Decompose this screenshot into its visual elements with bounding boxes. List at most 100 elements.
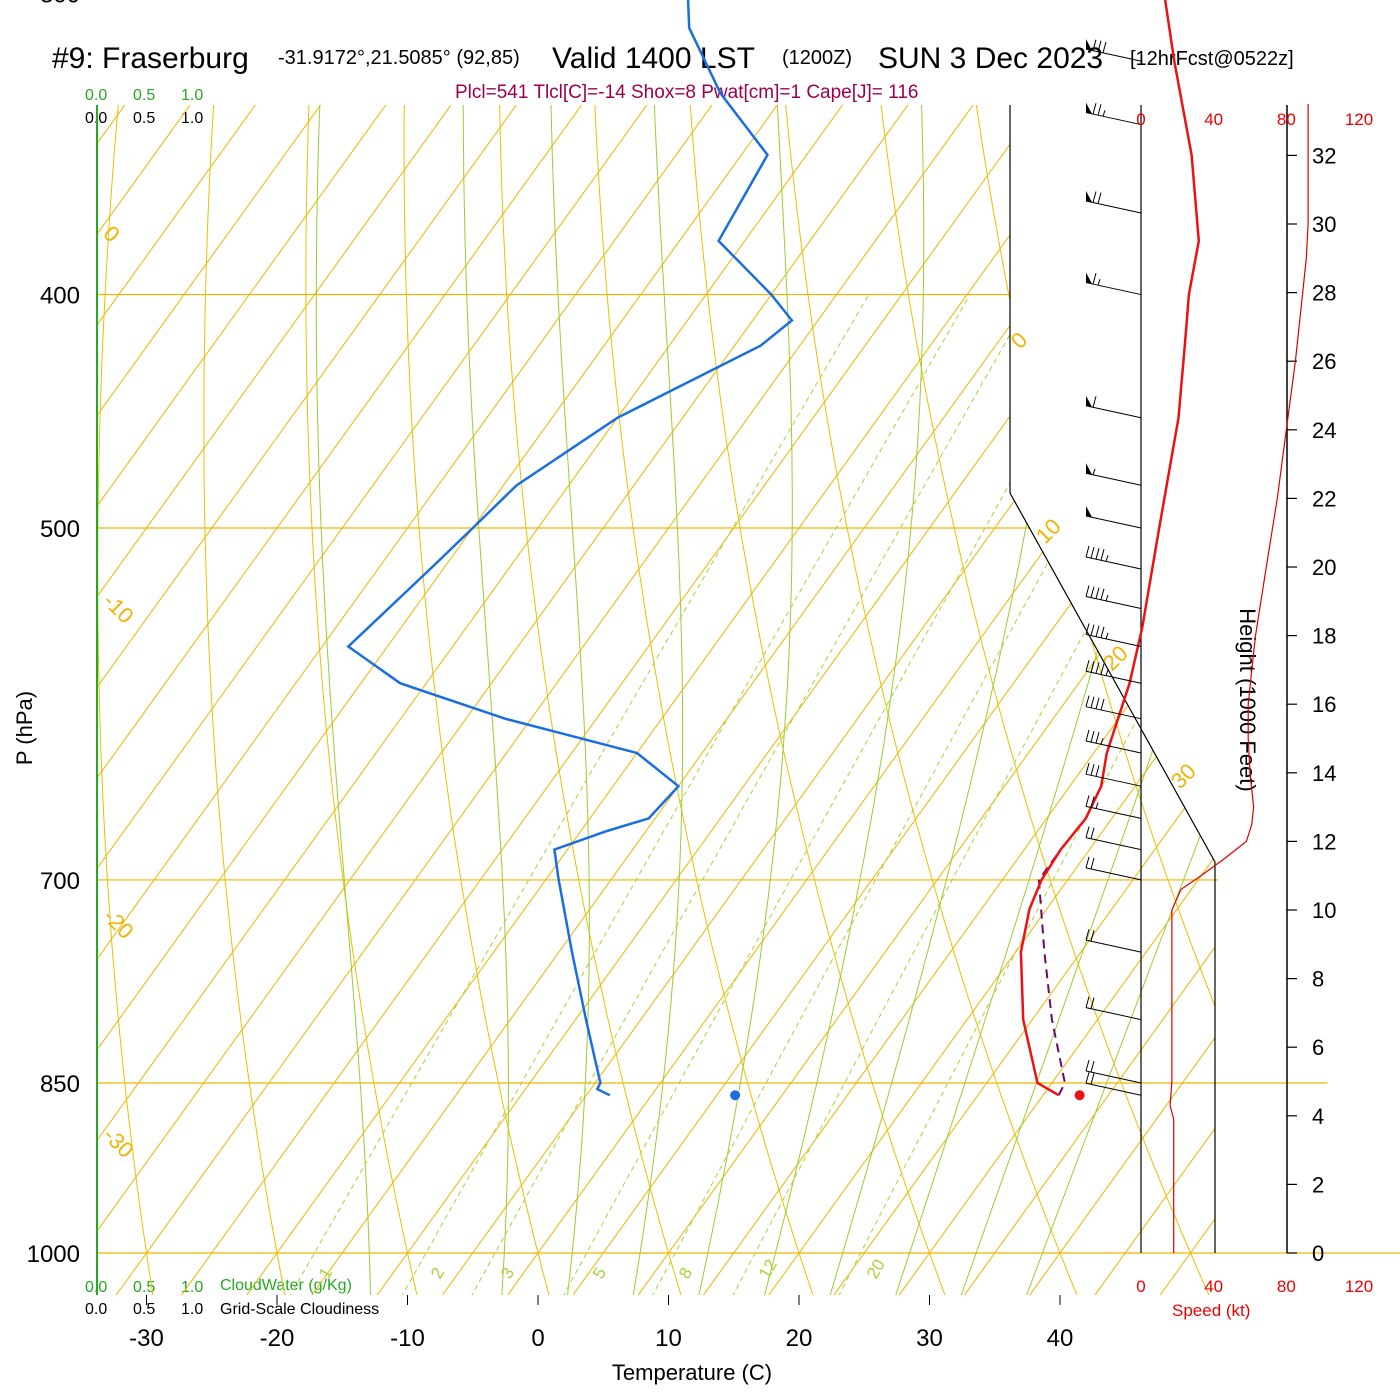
dry-adiabat--10 xyxy=(305,105,432,1295)
wind-barb-700 xyxy=(1085,856,1142,881)
barb-staff xyxy=(1085,556,1142,570)
barb-staff xyxy=(1085,939,1142,953)
x-tick-30: 30 xyxy=(916,1325,943,1352)
isotherm--115 xyxy=(97,105,113,1295)
mixing-ratio-lines xyxy=(257,294,1215,1295)
isotherm-45 xyxy=(1053,105,1215,1295)
barb-flag xyxy=(1090,546,1095,559)
barb-flag xyxy=(1085,585,1090,597)
barb-flag xyxy=(1085,826,1090,838)
isotherm-label-right-2: 20 xyxy=(1098,641,1133,676)
mixing-ratio-label-5: 5 xyxy=(589,1264,610,1282)
barb-staff xyxy=(1085,740,1142,754)
mixing-ratio-line-3 xyxy=(439,294,1034,1295)
barb-staff xyxy=(1085,706,1142,720)
pressure-tick-850: 850 xyxy=(40,1071,80,1098)
wind-barb-860 xyxy=(1085,1072,1142,1096)
barb-half-flag xyxy=(1105,669,1109,676)
moist-adiabat-40 xyxy=(1022,105,1215,1295)
barb-flag xyxy=(1095,587,1100,599)
moist-adiabat-5 xyxy=(549,105,590,1295)
cloudwater-scale-top-2: 1.0 xyxy=(181,87,203,104)
valid-time: Valid 1400 LST xyxy=(552,42,755,75)
parcel-path xyxy=(1037,849,1066,1096)
barb-flag xyxy=(1085,996,1090,1008)
isotherm--100 xyxy=(97,105,309,1295)
pressure-tick-300: 300 xyxy=(40,0,80,9)
barb-flag xyxy=(1097,192,1102,204)
isotherm--50 xyxy=(97,105,961,1295)
barb-staff xyxy=(1085,670,1142,684)
isotherm--90 xyxy=(97,105,439,1295)
height-tick-16: 16 xyxy=(1312,692,1336,717)
pressure-tick-1000: 1000 xyxy=(27,1241,80,1268)
barb-flag xyxy=(1090,624,1095,636)
height-tick-0: 0 xyxy=(1312,1241,1324,1266)
station-coords: -31.9172°,21.5085° (92,85) xyxy=(278,47,520,69)
mixing-ratio-line-5 xyxy=(532,294,1116,1295)
barb-half-flag xyxy=(1102,110,1106,117)
barb-flag xyxy=(1092,102,1097,115)
height-tick-6: 6 xyxy=(1312,1035,1324,1060)
barb-staff xyxy=(1085,805,1142,819)
barb-flag xyxy=(1090,661,1095,673)
barb-pennant xyxy=(1086,463,1092,475)
barb-flag xyxy=(1085,1072,1090,1084)
isotherm--55 xyxy=(97,105,896,1295)
barb-flag xyxy=(1090,857,1095,870)
moist-adiabat-35 xyxy=(957,105,1215,1295)
isotherm-label-right-1: 10 xyxy=(1031,514,1066,549)
pressure-tick-400: 400 xyxy=(40,283,80,310)
surface-temperature-dot xyxy=(1074,1090,1085,1101)
wind-barb-800 xyxy=(1085,996,1142,1021)
cloudwater-scale-bottom-1: 0.5 xyxy=(133,1279,155,1296)
isotherm-0 xyxy=(465,105,1215,1295)
mixing-ratio-label-8: 8 xyxy=(675,1264,696,1282)
dry-adiabat-90 xyxy=(1198,105,1215,1295)
barb-pennant xyxy=(1086,39,1092,51)
dry-adiabats xyxy=(97,0,1400,1353)
wind-barb-600 xyxy=(1085,695,1142,720)
isotherm--25 xyxy=(139,105,1215,1295)
height-tick-28: 28 xyxy=(1312,281,1336,306)
wind-barb-480 xyxy=(1085,463,1142,486)
moist-adiabat-15 xyxy=(696,105,793,1295)
isotherm-60 xyxy=(1249,0,1400,1353)
barb-flag xyxy=(1085,660,1090,672)
barb-flag xyxy=(1085,623,1090,635)
height-tick-30: 30 xyxy=(1312,212,1336,237)
isotherm--15 xyxy=(270,105,1215,1295)
barb-half-flag xyxy=(1105,555,1109,562)
barb-flag xyxy=(1092,272,1097,285)
barb-flag xyxy=(1085,545,1090,558)
stability-indices: Plcl=541 Tlcl[C]=-14 Shox=8 Pwat[cm]=1 C… xyxy=(455,82,918,103)
dry-adiabat-100 xyxy=(1286,0,1400,1353)
isotherm-55 xyxy=(1183,105,1215,1295)
barb-flag xyxy=(1085,695,1090,707)
dry-adiabat-60 xyxy=(938,105,1215,1295)
dry-adiabat-30 xyxy=(678,105,968,1295)
barb-staff xyxy=(1085,200,1142,214)
barb-staff xyxy=(1085,595,1142,609)
wind-barb-450 xyxy=(1085,395,1142,419)
wind-barb-370 xyxy=(1085,191,1142,214)
station-title: #9: Fraserburg xyxy=(52,42,249,75)
barb-flag xyxy=(1090,827,1095,839)
y-axis-title: P (hPa) xyxy=(12,691,37,765)
height-tick-22: 22 xyxy=(1312,486,1336,511)
wind-barb-660 xyxy=(1085,795,1142,819)
barb-pennant xyxy=(1086,191,1092,203)
cloudiness-label: Grid-Scale Cloudiness xyxy=(220,1301,379,1318)
dewpoint-profile xyxy=(346,0,794,1097)
isotherm-20 xyxy=(726,105,1215,1295)
barb-staff xyxy=(1085,837,1142,851)
isotherm--30 xyxy=(97,105,1215,1295)
isotherm--80 xyxy=(97,105,570,1295)
isotherm-30 xyxy=(857,105,1215,1295)
barb-staff xyxy=(1085,634,1142,647)
barb-half-flag xyxy=(1095,802,1099,809)
barb-staff xyxy=(1085,282,1142,296)
isotherm-25 xyxy=(792,105,1215,1295)
barb-staff xyxy=(1085,1007,1142,1021)
